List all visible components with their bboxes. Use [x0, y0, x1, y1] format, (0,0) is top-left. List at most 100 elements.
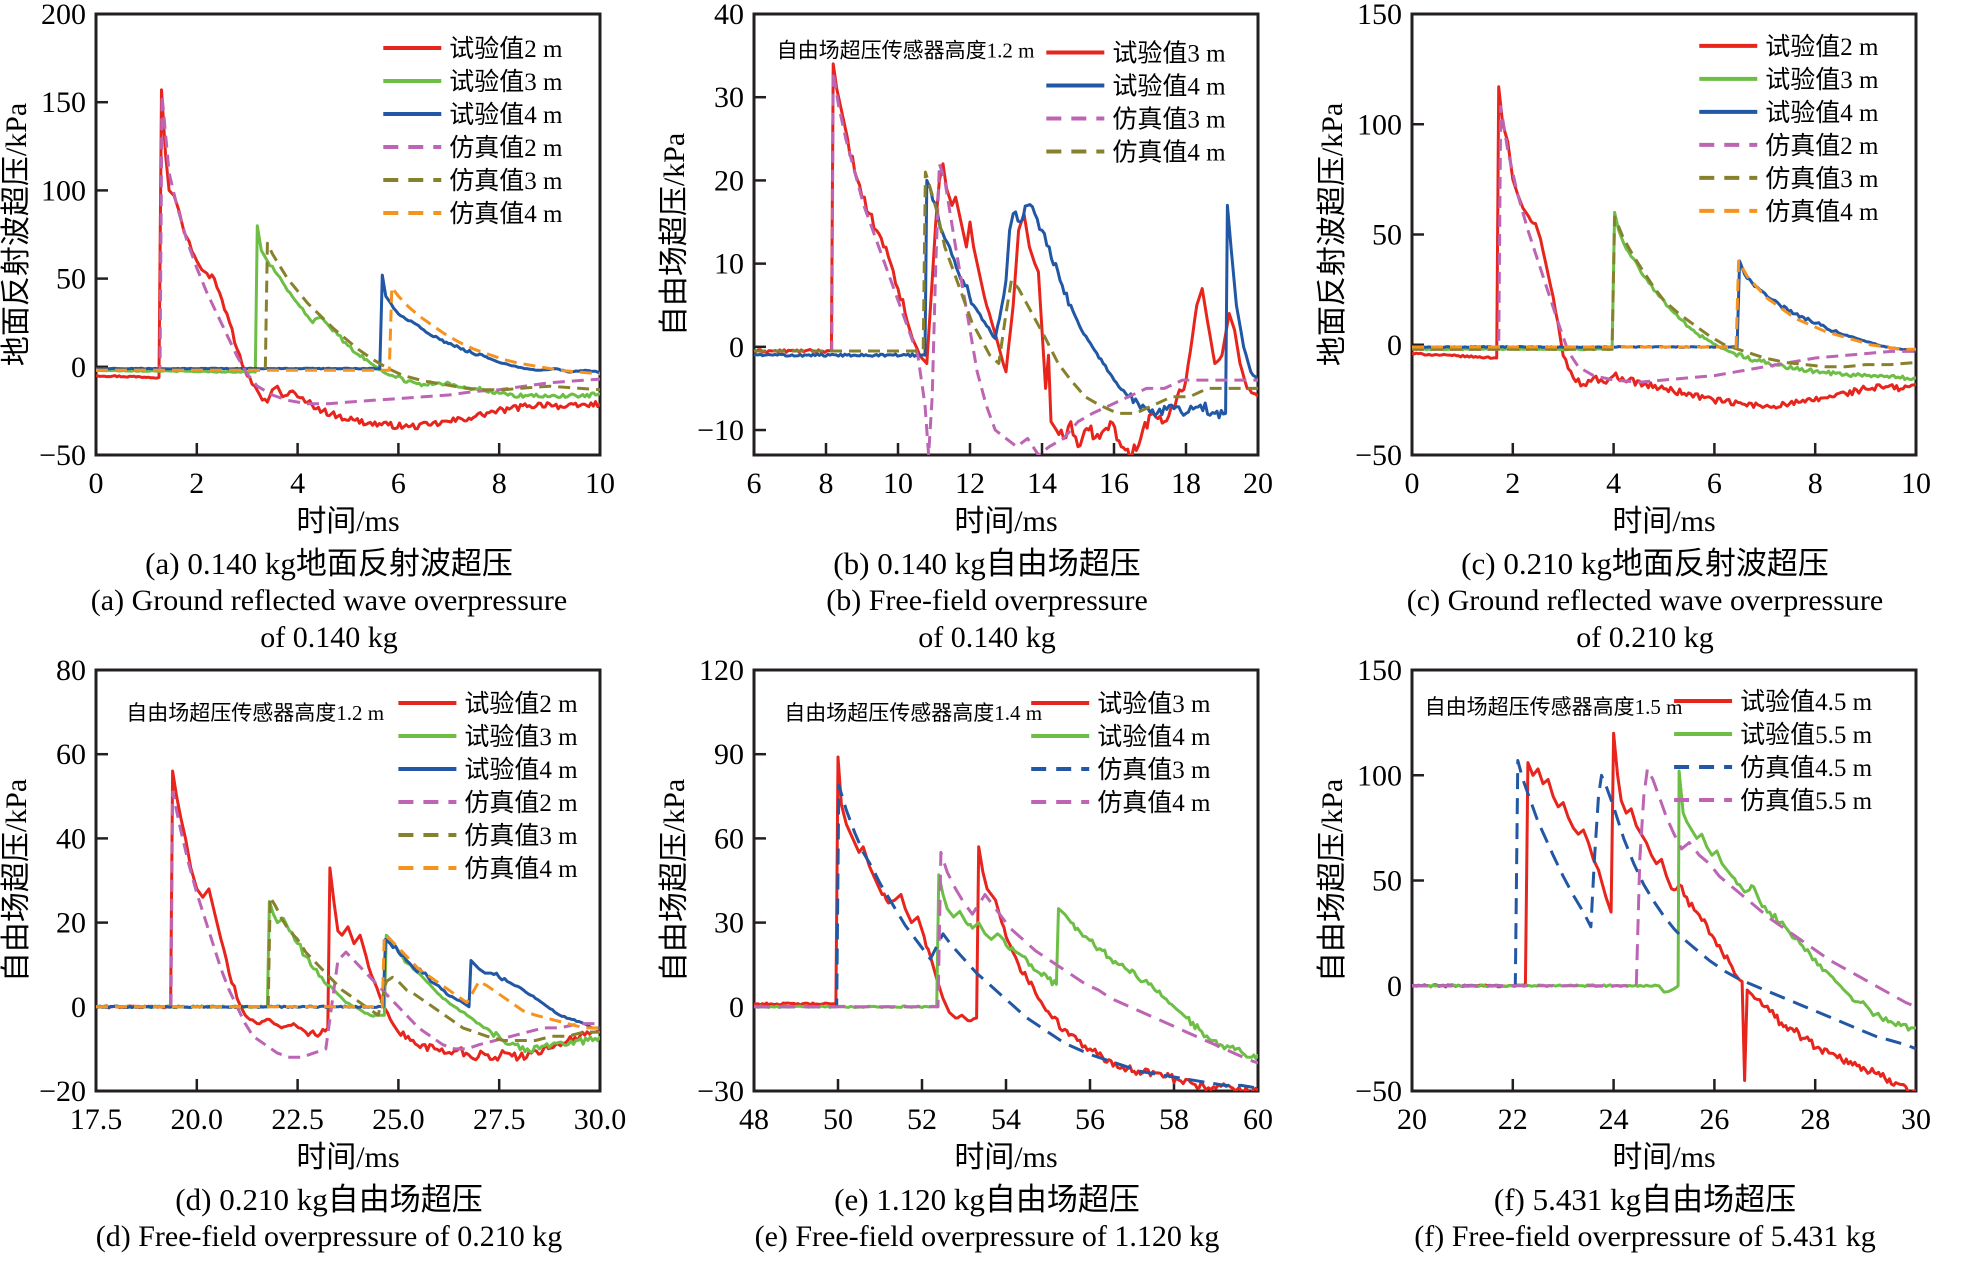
y-axis-label: 地面反射波超压/kPa: [1316, 103, 1349, 366]
plot-border: [752, 12, 1260, 457]
series-line-5: [96, 933, 600, 1030]
legend-label-1: 试验值4 m: [1112, 72, 1226, 100]
legend-label-3: 仿真值4 m: [1097, 789, 1211, 817]
x-axis-label: 时间/ms: [1612, 1141, 1715, 1174]
y-tick-label: 40: [56, 822, 86, 855]
y-tick-label: 40: [714, 0, 744, 31]
axes: 20 22 24 26 28 30 −50 0 50 100 150 时间/ms 自由场超压/kPa 自由…: [1316, 656, 1931, 1174]
y-tick-label: 200: [41, 0, 86, 31]
x-tick-label: 10: [585, 467, 615, 500]
series-line-1: [96, 224, 600, 400]
series-group: [96, 88, 600, 431]
y-tick-label: −50: [1355, 1075, 1402, 1108]
y-tick-label: 150: [41, 86, 86, 119]
chart-d: 17.5 20.0 22.5 25.0 27.5 30.0 −20 0 20 40 60 80 时间/m…: [0, 656, 626, 1174]
panel-f: 20 22 24 26 28 30 −50 0 50 100 150 时间/ms 自由场超压/kPa 自由…: [1316, 656, 1974, 1255]
x-tick-label: 24: [1599, 1103, 1629, 1136]
x-tick-label: 6: [747, 467, 762, 500]
caption-e-zh: (e) 1.120 kg自由场超压: [834, 1182, 1140, 1217]
legend-label-1: 试验值3 m: [449, 68, 563, 96]
series-group: [96, 769, 600, 1062]
y-tick-label: 50: [56, 263, 86, 296]
y-tick-label: 50: [1372, 865, 1402, 898]
sensor-height-note: 自由场超压传感器高度1.2 m: [777, 38, 1035, 62]
caption-d: (d) 0.210 kg自由场超压 (d) Free-field overpre…: [0, 1181, 658, 1255]
x-tick-label: 16: [1099, 467, 1129, 500]
x-tick-label: 2: [1505, 467, 1520, 500]
legend: 试验值3 m 试验值4 m 仿真值3 m 仿真值4 m: [1031, 690, 1211, 817]
series-line-1: [1412, 210, 1916, 382]
sensor-height-note: 自由场超压传感器高度1.2 m: [126, 701, 384, 725]
x-tick-label: 20: [1243, 467, 1273, 500]
legend-label-5: 仿真值4 m: [464, 855, 578, 883]
x-tick-label: 60: [1243, 1103, 1273, 1136]
sensor-height-note: 自由场超压传感器高度1.5 m: [1425, 695, 1683, 719]
x-tick-label: 56: [1075, 1103, 1105, 1136]
series-line-1: [754, 873, 1258, 1060]
x-tick-label: 4: [290, 467, 305, 500]
series-line-3: [754, 170, 1258, 415]
y-tick-label: 20: [56, 907, 86, 940]
x-tick-label: 6: [391, 467, 406, 500]
x-tick-label: 20.0: [171, 1103, 224, 1136]
x-tick-label: 8: [492, 467, 507, 500]
panel-a: 0 2 4 6 8 10 −50 0 50 100 150 200 时间/ms 地面反射波超压/kPa 试验…: [0, 0, 658, 656]
caption-c-zh: (c) 0.210 kg地面反射波超压: [1461, 546, 1829, 581]
x-tick-label: 2: [189, 467, 204, 500]
x-tick-label: 20: [1397, 1103, 1427, 1136]
series-line-1: [754, 178, 1258, 420]
y-axis-label: 自由场超压/kPa: [0, 779, 33, 982]
legend-label-2: 试验值4 m: [1765, 99, 1879, 127]
x-tick-label: 48: [739, 1103, 769, 1136]
y-axis-label: 自由场超压/kPa: [1316, 779, 1349, 982]
chart-e: 48 50 52 54 56 58 60 −30 0 30 60 90 120 时间/ms 自由场超压/kP…: [658, 656, 1273, 1174]
x-tick-label: 52: [907, 1103, 937, 1136]
chart-f: 20 22 24 26 28 30 −50 0 50 100 150 时间/ms 自由场超压/kPa 自由…: [1316, 656, 1931, 1174]
legend-label-0: 试验值3 m: [1097, 690, 1211, 718]
caption-b-en2: of 0.140 kg: [918, 621, 1056, 654]
x-tick-label: 8: [1808, 467, 1823, 500]
caption-f-zh: (f) 5.431 kg自由场超压: [1493, 1182, 1797, 1217]
y-tick-label: −30: [697, 1075, 744, 1108]
caption-f-en1: (f) Free-field overpressure of 5.431 kg: [1414, 1220, 1876, 1253]
series-line-3: [1412, 105, 1916, 384]
x-tick-label: 22: [1498, 1103, 1528, 1136]
caption-e: (e) 1.120 kg自由场超压 (e) Free-field overpre…: [658, 1181, 1316, 1255]
x-tick-label: 22.5: [271, 1103, 324, 1136]
caption-b: (b) 0.140 kg自由场超压 (b) Free-field overpre…: [658, 545, 1316, 656]
series-line-3: [96, 790, 600, 1059]
legend: 试验值2 m 试验值3 m 试验值4 m 仿真值2 m 仿真值3 m 仿真值4 m: [383, 35, 563, 228]
legend-label-0: 试验值2 m: [464, 690, 578, 718]
legend: 试验值3 m 试验值4 m 仿真值3 m 仿真值4 m: [1046, 39, 1226, 166]
x-axis-label: 时间/ms: [296, 505, 399, 538]
x-tick-label: 17.5: [70, 1103, 123, 1136]
y-axis-label: 自由场超压/kPa: [658, 779, 691, 982]
x-tick-label: 10: [1901, 467, 1931, 500]
series-line-4: [1412, 215, 1916, 369]
legend-label-1: 试验值4 m: [1097, 723, 1211, 751]
panel-e: 48 50 52 54 56 58 60 −30 0 30 60 90 120 时间/ms 自由场超压/kP…: [658, 656, 1316, 1255]
caption-c-en1: (c) Ground reflected wave overpressure: [1406, 584, 1884, 617]
series-line-2: [96, 937, 600, 1030]
x-tick-label: 12: [955, 467, 985, 500]
series-line-1: [1412, 769, 1916, 1032]
series-line-2: [96, 273, 600, 374]
y-tick-label: 100: [1357, 108, 1402, 141]
legend-label-3: 仿真值5.5 m: [1740, 787, 1873, 815]
legend-label-2: 试验值4 m: [464, 756, 578, 784]
y-tick-label: −50: [39, 439, 86, 472]
legend-label-0: 试验值2 m: [449, 35, 563, 63]
legend: 试验值2 m 试验值3 m 试验值4 m 仿真值2 m 仿真值3 m 仿真值4 m: [398, 690, 578, 883]
caption-c-en2: of 0.210 kg: [1576, 621, 1714, 654]
x-tick-label: 4: [1606, 467, 1621, 500]
y-tick-label: 10: [714, 248, 744, 281]
y-tick-label: 0: [1387, 970, 1402, 1003]
legend-label-5: 仿真值4 m: [449, 200, 563, 228]
caption-c: (c) 0.210 kg地面反射波超压 (c) Ground reflected…: [1316, 545, 1974, 656]
y-tick-label: 0: [71, 351, 86, 384]
y-tick-label: 90: [714, 738, 744, 771]
x-axis-label: 时间/ms: [954, 1141, 1057, 1174]
y-tick-label: 100: [41, 174, 86, 207]
legend-label-1: 试验值3 m: [464, 723, 578, 751]
